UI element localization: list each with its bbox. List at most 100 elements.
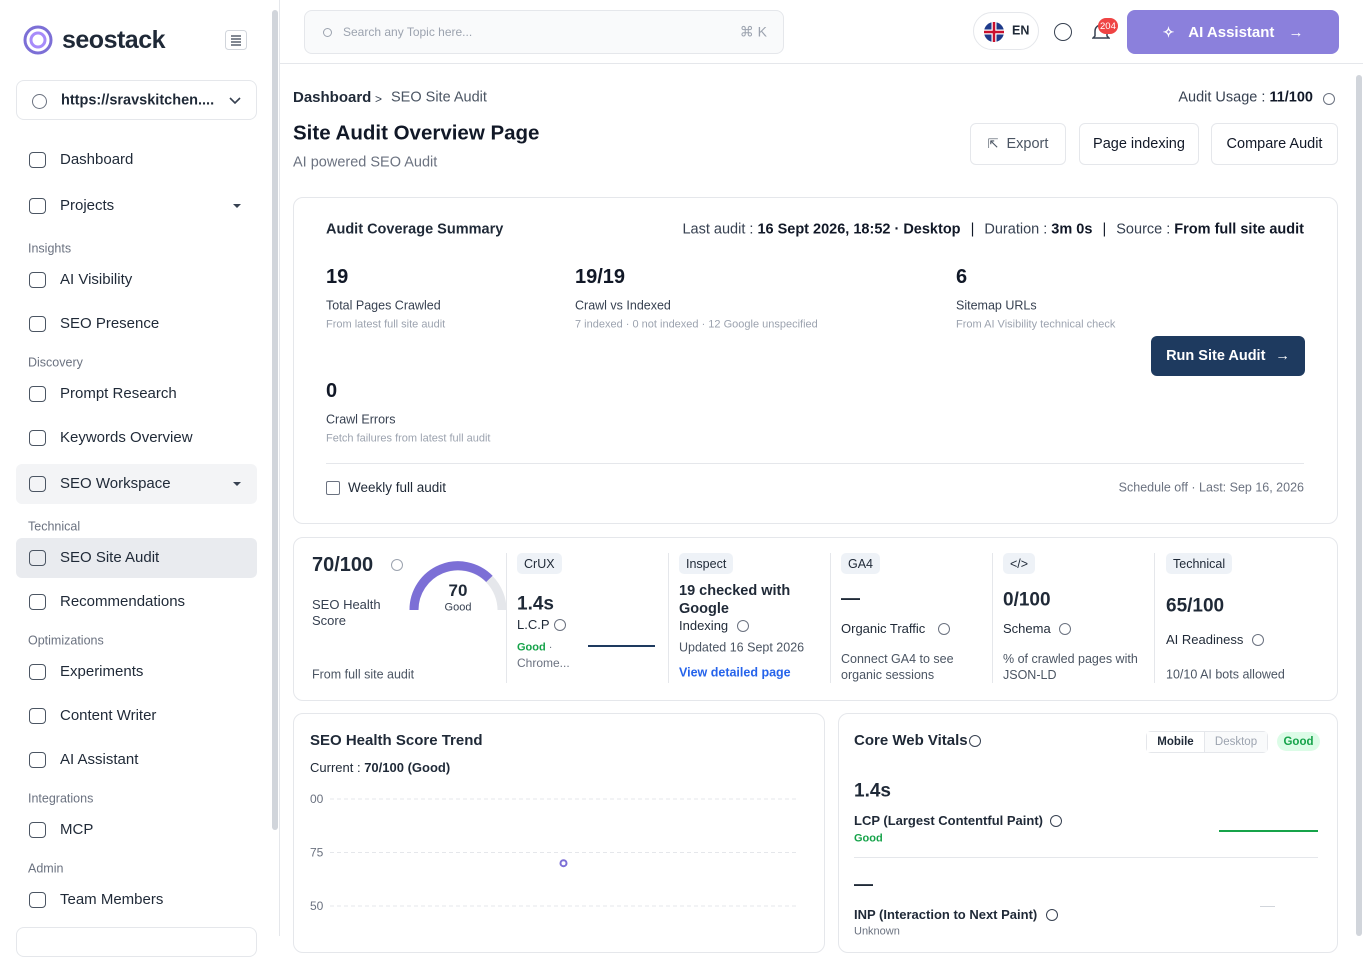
inspect-tag: Inspect (679, 553, 734, 574)
divider (326, 463, 1304, 464)
schema-note: % of crawled pages with JSON-LD (1003, 652, 1138, 682)
summary-meta: Last audit : 16 Sept 2026, 18:52 · Deskt… (682, 221, 1304, 238)
separator (506, 553, 507, 683)
inspect-link[interactable]: View detailed page (679, 665, 791, 680)
nav-heading: Admin (28, 861, 64, 876)
info-icon (391, 559, 403, 571)
info-icon (1046, 909, 1058, 921)
usage-label: Audit Usage : (1178, 89, 1266, 106)
nav-heading: Technical (28, 519, 81, 534)
usage-info (1323, 93, 1335, 105)
page: seostack https://sravskitchen.... Dashbo… (16, 0, 1363, 957)
logo-icon (23, 25, 53, 55)
nav-item[interactable]: SEO Site Audit (60, 549, 160, 566)
nav-icon (29, 272, 46, 288)
nav-item[interactable]: SEO Presence (60, 315, 160, 332)
language-selector[interactable]: EN (973, 12, 1039, 50)
export-button[interactable]: ⇱ Export (970, 123, 1066, 165)
breadcrumb-separator: > (375, 91, 383, 106)
nav-item[interactable]: SEO Workspace (60, 475, 171, 492)
technical-tag: Technical (1166, 553, 1233, 574)
separator (992, 553, 993, 683)
nav-item[interactable]: Dashboard (60, 151, 134, 168)
vitals-badge: Good (1277, 732, 1320, 751)
site-selector[interactable]: https://sravskitchen.... (16, 80, 257, 120)
info-icon (1050, 815, 1062, 827)
health-label: SEO Health Score (312, 597, 381, 628)
nav-icon (29, 198, 46, 214)
weekly-label[interactable]: Weekly full audit (348, 479, 447, 495)
nav-item[interactable]: AI Assistant (60, 751, 139, 768)
meta-value: From full site audit (1174, 221, 1304, 238)
ga4-tag: GA4 (841, 553, 881, 574)
usage: Audit Usage : 11/100 (1178, 89, 1313, 106)
y-tick-label: 00 (310, 792, 324, 806)
nav-icon (29, 892, 46, 908)
toggle-mobile[interactable]: Mobile (1147, 732, 1205, 752)
export-icon: ⇱ (987, 136, 999, 151)
info-icon (969, 735, 981, 747)
nav-heading: Integrations (28, 791, 94, 806)
search-box[interactable]: Search any Topic here... ⌘ K (304, 10, 784, 54)
lcp-label: LCP (Largest Contentful Paint) (854, 813, 1043, 829)
trend-card (293, 713, 825, 953)
page-title: Site Audit Overview Page (293, 121, 540, 145)
nav-item[interactable]: Experiments (60, 663, 144, 680)
lcp-status: Good (854, 832, 883, 845)
notification-badge: 204 (1098, 18, 1118, 34)
nav-item[interactable]: Team Members (60, 891, 164, 908)
breadcrumb-current: SEO Site Audit (391, 89, 487, 106)
vitals-title: Core Web Vitals (854, 732, 968, 749)
ga4-label: Organic Traffic (841, 621, 926, 637)
meta-label: Duration : (984, 221, 1048, 238)
nav-item[interactable]: Keywords Overview (60, 429, 193, 446)
ga4-note: Connect GA4 to see organic sessions (841, 652, 954, 682)
technical-value: 65/100 (1166, 595, 1225, 617)
inp-label: INP (Interaction to Next Paint) (854, 907, 1038, 923)
compare-audit-button[interactable]: Compare Audit (1211, 123, 1338, 165)
site-url: https://sravskitchen.... (61, 92, 215, 109)
gauge-label: Good (444, 601, 472, 614)
lcp-sparkline (1219, 830, 1318, 832)
nav-icon (29, 664, 46, 680)
help-button[interactable] (1054, 23, 1072, 41)
vitals-card (838, 713, 1338, 953)
ai-assistant-button[interactable]: ✧ AI Assistant → (1127, 10, 1339, 54)
nav-highlight (16, 538, 257, 578)
page-indexing-button[interactable]: Page indexing (1079, 123, 1199, 165)
usage-value: 11/100 (1269, 89, 1313, 106)
nav-caret (233, 482, 241, 486)
inp-value: — (854, 874, 873, 896)
nav-item[interactable]: Content Writer (60, 707, 157, 724)
stat-value: 19/19 (575, 266, 626, 288)
technical-note: 10/10 AI bots allowed (1166, 667, 1285, 682)
run-audit-label: Run Site Audit (1166, 348, 1266, 364)
crux-status-text: Good (517, 641, 546, 654)
weekly-checkbox[interactable] (326, 481, 340, 495)
meta-separator: | (970, 221, 975, 238)
nav-item[interactable]: Prompt Research (60, 385, 177, 402)
menu-toggle[interactable] (225, 30, 247, 50)
trend-point (559, 859, 568, 868)
breadcrumb-root[interactable]: Dashboard (293, 89, 372, 106)
export-label: Export (1006, 136, 1049, 152)
nav-heading: Discovery (28, 355, 83, 370)
crux-status: Good · (517, 641, 552, 654)
crux-sparkline (588, 645, 655, 647)
health-note: From full site audit (312, 667, 415, 682)
separator (830, 553, 831, 683)
nav-item[interactable]: Projects (60, 197, 115, 214)
run-audit-button[interactable]: Run Site Audit → (1151, 336, 1305, 376)
meta-value: 3m 0s (1051, 221, 1093, 238)
inspect-label: Indexing (679, 618, 729, 634)
current-label: Current : (310, 760, 361, 776)
crux-value: 1.4s (517, 593, 554, 615)
nav-item[interactable]: Recommendations (60, 593, 186, 610)
nav-item[interactable]: AI Visibility (60, 271, 133, 288)
trend-chart: 00 75 50 (310, 792, 797, 913)
inp-sparkline (1260, 906, 1275, 907)
nav-icon (29, 594, 46, 610)
crux-source: Chrome... (517, 655, 570, 670)
toggle-desktop[interactable]: Desktop (1205, 732, 1267, 752)
nav-item[interactable]: MCP (60, 821, 94, 838)
